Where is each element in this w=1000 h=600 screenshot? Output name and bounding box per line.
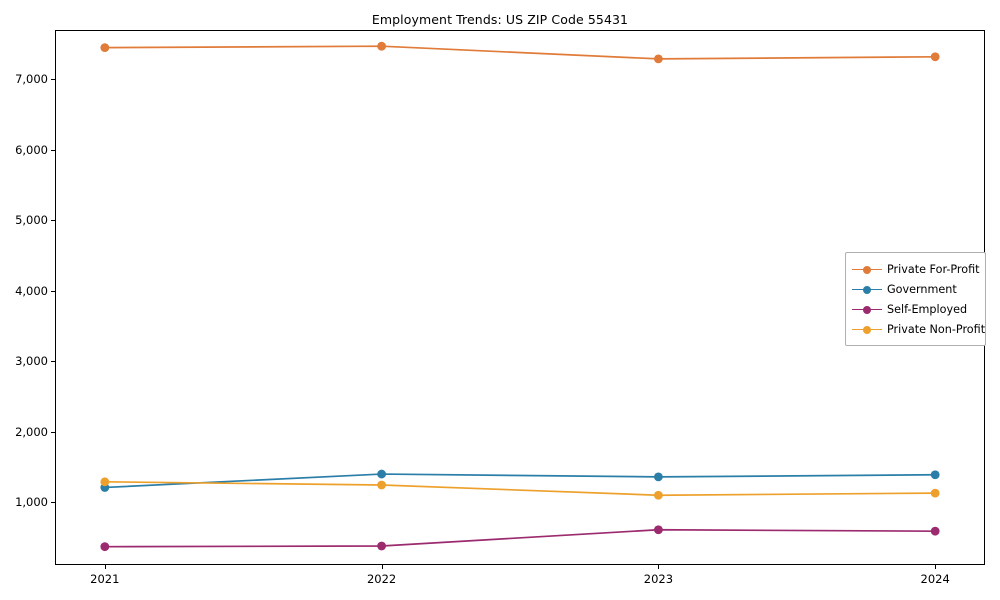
data-point — [930, 52, 940, 62]
x-tick-mark — [658, 565, 660, 569]
data-point — [100, 43, 110, 53]
y-tick-mark — [51, 431, 55, 433]
data-point — [377, 480, 387, 490]
x-tick-label: 2023 — [643, 572, 674, 586]
x-tick-mark — [381, 565, 383, 569]
x-tick-label: 2021 — [90, 572, 120, 586]
x-tick-mark — [935, 565, 937, 569]
legend-label: Private For-Profit — [887, 262, 980, 276]
series-line — [103, 45, 937, 60]
data-point — [930, 470, 940, 480]
y-tick-label: 2,000 — [15, 424, 48, 439]
y-tick-label: 1,000 — [15, 495, 48, 510]
y-tick-mark — [51, 502, 55, 504]
data-point — [653, 54, 663, 64]
data-point — [377, 41, 387, 51]
chart-legend[interactable]: Private For-Profit Government Self-Employe… — [845, 252, 986, 346]
legend-label: Government — [887, 282, 957, 296]
y-tick-label: 6,000 — [15, 142, 48, 157]
data-point — [100, 477, 110, 487]
data-point — [377, 469, 387, 479]
legend-item[interactable]: Private For-Profit — [852, 259, 980, 279]
series-line — [103, 528, 937, 548]
chart-title: Employment Trends: US ZIP Code 55431 — [371, 12, 629, 27]
y-tick-label: 4,000 — [15, 283, 48, 298]
data-point — [653, 490, 663, 500]
y-tick-label: 5,000 — [15, 213, 48, 228]
series-self-employed — [100, 525, 940, 552]
x-tick-label: 2024 — [920, 572, 950, 586]
data-point — [653, 525, 663, 535]
legend-item[interactable]: Self-Employed — [852, 299, 978, 319]
legend-label: Self-Employed — [887, 302, 968, 316]
series-private-for-profit — [100, 41, 940, 64]
data-point — [930, 488, 940, 498]
legend-item[interactable]: Private Non-Profit — [852, 319, 985, 339]
y-tick-mark — [51, 149, 55, 151]
y-tick-mark — [51, 361, 55, 363]
legend-label: Private Non-Profit — [887, 322, 986, 336]
series-line — [103, 473, 937, 489]
y-tick-label: 7,000 — [15, 72, 48, 87]
x-tick-mark — [104, 565, 106, 569]
series-government — [100, 469, 940, 492]
legend-marker-icon — [852, 263, 882, 275]
data-point — [100, 542, 110, 552]
y-tick-mark — [51, 220, 55, 222]
series-private-non-profit — [100, 477, 940, 500]
y-tick-mark — [51, 79, 55, 81]
data-point — [377, 541, 387, 551]
data-point — [653, 472, 663, 482]
legend-marker-icon — [852, 323, 882, 335]
data-point — [930, 526, 940, 536]
x-tick-label: 2022 — [366, 572, 397, 586]
legend-item[interactable]: Government — [852, 279, 978, 299]
y-tick-label: 3,000 — [15, 354, 48, 369]
legend-marker-icon — [852, 303, 882, 315]
series-line — [103, 480, 937, 497]
y-tick-mark — [51, 290, 55, 292]
legend-marker-icon — [852, 283, 882, 295]
